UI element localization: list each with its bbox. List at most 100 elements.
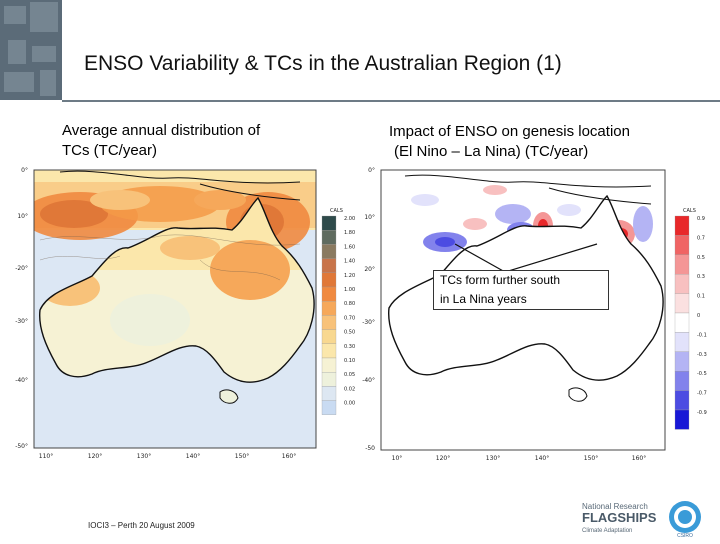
right-caption-line2: (El Nino – La Nina) (TC/year) <box>394 143 589 160</box>
left-lat-label: 10° <box>17 213 28 220</box>
legend-swatch <box>321 372 337 387</box>
callout-box: TCs form further south in La Nina years <box>433 270 609 310</box>
right-lat-label: -40° <box>362 377 375 384</box>
right-caption-line1: Impact of ENSO on genesis location <box>389 123 630 140</box>
title-rule <box>62 100 720 102</box>
footer-text: IOCI3 – Perth 20 August 2009 <box>88 521 195 530</box>
left-lat-label: -50° <box>15 443 28 450</box>
legend-title: CALS <box>683 208 696 214</box>
callout-pointer-right <box>504 243 598 273</box>
right-lon-label: 130° <box>486 455 500 460</box>
right-lat-label: 10° <box>364 214 375 221</box>
legend-swatch <box>674 390 690 411</box>
left-caption: Average annual distribution of TCs (TC/y… <box>62 121 260 161</box>
legend-swatch <box>321 244 337 259</box>
legend-swatch <box>674 293 690 314</box>
legend-value: 0.70 <box>344 315 355 321</box>
legend-swatch <box>321 286 337 302</box>
legend-swatch <box>674 332 690 352</box>
legend-swatch <box>321 315 337 330</box>
logo-line3: Climate Adaptation <box>582 528 632 534</box>
legend-value: 1.60 <box>344 244 355 250</box>
legend-swatch <box>674 254 690 275</box>
legend-value: -0.3 <box>697 352 707 358</box>
legend-value: -0.9 <box>697 410 707 416</box>
legend-value: 1.20 <box>344 273 355 279</box>
legend-swatch <box>674 235 690 255</box>
legend-value: 0.5 <box>697 255 705 261</box>
legend-swatch <box>321 329 337 344</box>
left-lat-label: -20° <box>15 265 28 272</box>
logo-graphic: National Research FLAGSHIPS Climate Adap… <box>582 501 701 539</box>
callout-line1: TCs form further south <box>440 273 561 287</box>
right-lon-label: 120° <box>436 455 450 460</box>
logo-org: CSIRO <box>677 533 693 539</box>
right-lat-label: 0° <box>368 167 375 174</box>
right-lon-label: 160° <box>632 455 646 460</box>
legend-value: 0.80 <box>344 301 355 307</box>
legend-swatch <box>674 274 690 294</box>
legend-value: 0.05 <box>344 372 355 378</box>
legend-value: 1.80 <box>344 230 355 236</box>
legend-swatch <box>321 301 337 316</box>
legend-value: 0.1 <box>697 294 705 300</box>
legend-value: -0.1 <box>697 332 707 338</box>
legend-value: 0.10 <box>344 358 355 364</box>
logo-line2: FLAGSHIPS <box>582 510 657 525</box>
legend-swatch <box>674 215 690 236</box>
left-caption-line2: TCs (TC/year) <box>62 142 157 159</box>
legend-value: 2.00 <box>344 216 355 222</box>
legend-value: -0.7 <box>697 391 707 397</box>
logo-line1: National Research <box>582 502 648 511</box>
legend-value: 0.00 <box>344 401 355 407</box>
legend-swatch <box>674 371 690 391</box>
legend-value: 1.40 <box>344 259 355 265</box>
right-lat-label: -30° <box>362 319 375 326</box>
right-enso-impact-map: 0° 10° 20° -30° -40° -50 10° 120° 130° 1… <box>362 167 707 460</box>
callout-pointer-left <box>454 243 506 273</box>
legend-value: 0.9 <box>697 216 705 222</box>
legend-swatch <box>321 258 337 273</box>
legend-swatch <box>674 409 690 430</box>
legend-title: CALS <box>330 208 343 214</box>
legend-value: 0 <box>697 313 700 319</box>
left-lon-label: 120° <box>88 453 102 460</box>
legend-value: -0.5 <box>697 371 707 377</box>
legend-swatch <box>674 312 690 333</box>
callout-line2: in La Nina years <box>440 292 527 306</box>
left-lat-label: -40° <box>15 377 28 384</box>
csiro-flagships-logo: National Research FLAGSHIPS Climate Adap… <box>582 497 702 539</box>
legend-swatch <box>321 230 337 245</box>
legend-swatch <box>321 400 337 415</box>
right-lat-label: -50 <box>365 445 375 452</box>
legend-value: 0.50 <box>344 330 355 336</box>
left-caption-line1: Average annual distribution of <box>62 122 261 139</box>
left-lon-label: 160° <box>282 453 296 460</box>
legend-value: 1.00 <box>344 287 355 293</box>
legend-swatch <box>321 357 337 373</box>
right-lon-label: 150° <box>584 455 598 460</box>
legend-swatch <box>321 272 337 288</box>
legend-swatch <box>321 343 337 359</box>
legend-value: 0.3 <box>697 274 705 280</box>
left-lon-label: 140° <box>186 453 200 460</box>
left-lat-label: -30° <box>15 318 28 325</box>
left-lon-label: 130° <box>137 453 151 460</box>
left-lon-label: 110° <box>39 453 53 460</box>
right-caption: Impact of ENSO on genesis location (El N… <box>389 122 630 162</box>
legend-value: 0.30 <box>344 344 355 350</box>
left-lon-label: 150° <box>235 453 249 460</box>
legend-swatch <box>321 386 337 401</box>
legend-value: 0.02 <box>344 386 355 392</box>
legend-value: 0.7 <box>697 235 705 241</box>
legend-swatch <box>321 215 337 231</box>
right-lat-label: 20° <box>364 266 375 273</box>
right-lon-label: 140° <box>535 455 549 460</box>
right-lon-label: 10° <box>392 455 403 460</box>
slide-title: ENSO Variability & TCs in the Australian… <box>84 52 562 75</box>
left-tc-density-map: 0° 10° -20° -30° -40° -50° 110° 120° 130… <box>15 167 355 460</box>
legend-swatch <box>674 351 690 372</box>
decorative-sidebar <box>0 0 62 100</box>
